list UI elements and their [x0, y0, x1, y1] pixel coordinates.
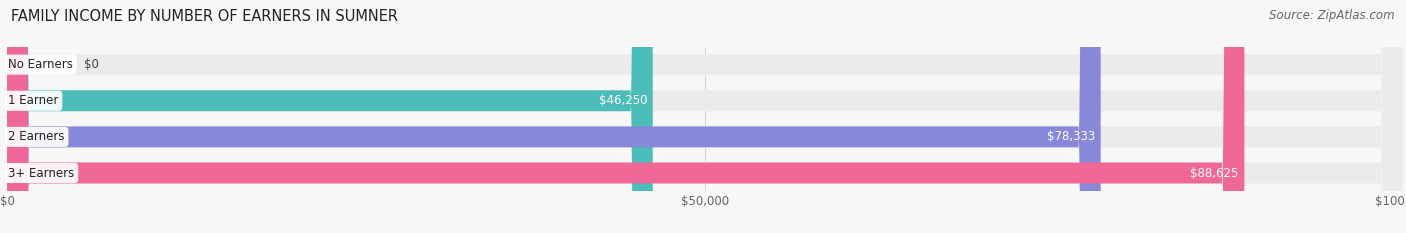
FancyBboxPatch shape: [7, 0, 1101, 233]
FancyBboxPatch shape: [7, 0, 1403, 233]
FancyBboxPatch shape: [7, 0, 1403, 233]
Text: $78,333: $78,333: [1047, 130, 1095, 143]
Text: FAMILY INCOME BY NUMBER OF EARNERS IN SUMNER: FAMILY INCOME BY NUMBER OF EARNERS IN SU…: [11, 9, 398, 24]
FancyBboxPatch shape: [7, 0, 1403, 233]
Text: 3+ Earners: 3+ Earners: [8, 167, 75, 179]
FancyBboxPatch shape: [7, 0, 1244, 233]
Text: 1 Earner: 1 Earner: [8, 94, 59, 107]
FancyBboxPatch shape: [7, 0, 1403, 233]
Text: $46,250: $46,250: [599, 94, 647, 107]
Text: No Earners: No Earners: [8, 58, 73, 71]
Text: $88,625: $88,625: [1191, 167, 1239, 179]
Text: $0: $0: [84, 58, 98, 71]
FancyBboxPatch shape: [7, 0, 652, 233]
Text: 2 Earners: 2 Earners: [8, 130, 65, 143]
Text: Source: ZipAtlas.com: Source: ZipAtlas.com: [1270, 9, 1395, 22]
